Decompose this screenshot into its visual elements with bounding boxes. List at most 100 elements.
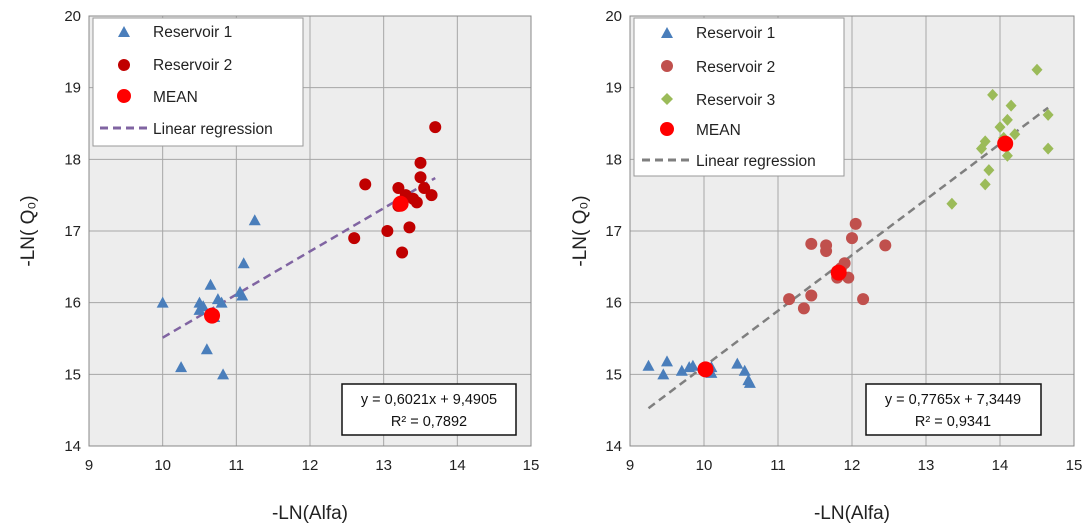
- y-tick-label: 17: [605, 223, 622, 240]
- y-tick-label: 15: [605, 366, 622, 383]
- y-tick-label: 19: [605, 80, 622, 97]
- data-point-circle: [879, 239, 892, 252]
- legend-item-reservoir-1: Reservoir 1: [661, 25, 775, 42]
- data-point-triangle: [156, 296, 169, 308]
- data-point-triangle: [661, 355, 673, 367]
- x-tick-label: 11: [770, 457, 786, 474]
- data-point-mean: [392, 195, 409, 212]
- y-tick-label: 16: [64, 295, 81, 312]
- equation-text: y = 0,6021x + 9,4905: [361, 392, 497, 408]
- legend-right: Reservoir 1 Reservoir 2 Reservoir 3 MEAN…: [633, 17, 845, 177]
- data-point-circle: [783, 293, 796, 306]
- y-tick-label: 18: [605, 151, 622, 168]
- x-tick-label: 12: [302, 457, 319, 474]
- data-point-mean: [204, 307, 221, 324]
- chart-right: 14 15 16 17 18 19 20 9 10 11 12 13 14 15 -LN(Alfa) -…: [570, 8, 1082, 524]
- y-tick-label: 18: [64, 151, 81, 168]
- y-tick-label: 16: [605, 295, 622, 312]
- yticks-left: 14 15 16 17 18 19 20: [64, 8, 81, 455]
- y-tick-label: 19: [64, 80, 81, 97]
- data-point-circle: [381, 225, 394, 237]
- data-point-circle: [410, 196, 423, 209]
- y-tick-label: 20: [605, 8, 622, 25]
- x-tick-label: 12: [844, 457, 861, 474]
- data-point-triangle: [175, 361, 188, 373]
- y-tick-label: 14: [605, 438, 622, 455]
- data-point-circle: [418, 182, 431, 194]
- data-point-diamond: [994, 121, 1006, 134]
- data-point-diamond: [1031, 63, 1043, 76]
- yticks-right: 14 15 16 17 18 19 20: [605, 8, 622, 455]
- data-point-circle: [429, 121, 442, 134]
- data-point-circle: [849, 217, 862, 230]
- data-point-diamond: [979, 178, 991, 191]
- data-point-diamond: [1042, 142, 1054, 155]
- data-point-circle: [392, 182, 405, 194]
- x-tick-label: 13: [375, 457, 392, 474]
- r-squared-text: R² = 0,9341: [915, 414, 991, 430]
- data-point-diamond: [1005, 99, 1017, 112]
- data-point-circle: [846, 232, 858, 245]
- x-axis-title-left: -LN(Alfa): [272, 503, 348, 524]
- x-tick-label: 13: [918, 457, 935, 474]
- xticks-right: 9 10 11 12 13 14 15: [626, 457, 1083, 474]
- legend-item-mean: MEAN: [660, 122, 741, 139]
- data-point-triangle: [248, 214, 261, 226]
- data-point-triangle: [236, 289, 249, 301]
- legend-label: Linear regression: [696, 153, 816, 170]
- legend-label: Reservoir 1: [696, 25, 775, 42]
- data-point-triangle: [738, 364, 751, 376]
- legend-label: Reservoir 1: [153, 24, 232, 41]
- data-point-circle: [805, 289, 818, 302]
- y-axis-title-left: -LN( Q₀): [18, 195, 39, 266]
- x-tick-label: 9: [85, 457, 93, 474]
- equation-frame: [341, 383, 517, 436]
- data-point-triangle: [200, 343, 213, 355]
- x-tick-label: 9: [626, 457, 634, 474]
- legend-label: Reservoir 2: [153, 57, 232, 74]
- data-point-diamond: [1001, 149, 1013, 162]
- equation-frame: [865, 383, 1042, 436]
- y-axis-title-right: -LN( Q₀): [570, 195, 591, 266]
- data-point-triangle: [197, 300, 210, 312]
- diamond-marker-icon: [661, 93, 673, 105]
- y-tick-label: 17: [64, 223, 81, 240]
- y-tick-label: 14: [64, 438, 81, 455]
- legend-item-regression: Linear regression: [100, 121, 273, 138]
- equation-box-right: y = 0,7765x + 7,3449 R² = 0,9341: [865, 383, 1042, 436]
- data-point-circle: [797, 302, 810, 315]
- xticks-left: 9 10 11 12 13 14 15: [85, 457, 540, 474]
- legend-label: MEAN: [696, 122, 741, 139]
- data-point-triangle: [215, 296, 228, 308]
- x-tick-label: 15: [1066, 457, 1083, 474]
- data-point-circle: [348, 232, 361, 245]
- data-point-diamond: [987, 88, 999, 101]
- data-point-triangle: [743, 376, 756, 388]
- points-left: [156, 121, 442, 380]
- legend-label: Linear regression: [153, 121, 273, 138]
- regression-line: [647, 106, 1049, 410]
- triangle-marker-icon: [118, 26, 130, 37]
- circle-marker-icon: [117, 89, 131, 103]
- equation-text: y = 0,7765x + 7,3449: [885, 392, 1021, 408]
- grid-left: [89, 16, 531, 446]
- legend-item-reservoir-2: Reservoir 2: [118, 57, 232, 74]
- x-tick-label: 14: [992, 457, 1009, 474]
- data-point-mean: [697, 361, 714, 378]
- data-point-circle: [857, 293, 870, 306]
- y-tick-label: 20: [64, 8, 81, 25]
- x-tick-label: 15: [523, 457, 540, 474]
- data-point-circle: [820, 245, 833, 258]
- circle-marker-icon: [661, 60, 673, 72]
- legend-item-reservoir-3: Reservoir 3: [661, 92, 775, 109]
- data-point-triangle: [731, 357, 744, 369]
- data-point-mean: [997, 135, 1014, 152]
- data-point-triangle: [204, 278, 217, 290]
- r-squared-text: R² = 0,7892: [391, 414, 467, 430]
- data-point-circle: [425, 189, 438, 202]
- legend-label: Reservoir 3: [696, 92, 775, 109]
- points-right: [642, 63, 1054, 388]
- circle-marker-icon: [118, 59, 130, 71]
- data-point-diamond: [1009, 128, 1021, 141]
